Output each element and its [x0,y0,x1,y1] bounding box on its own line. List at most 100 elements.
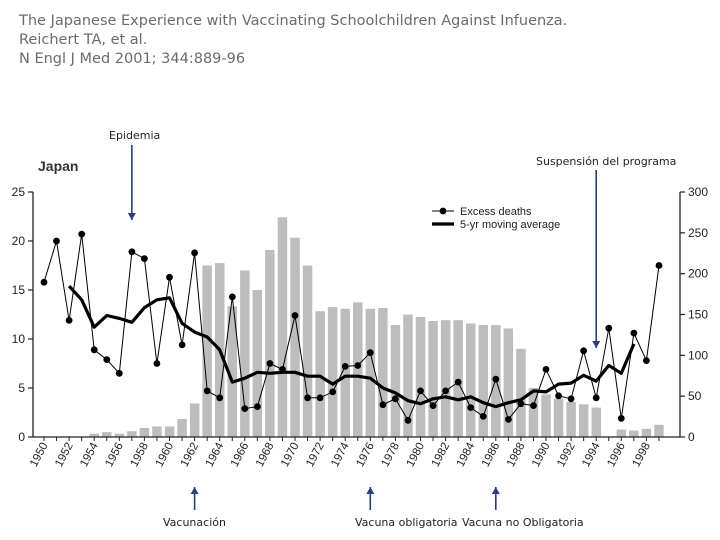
x-tick-label: 1976 [354,441,377,469]
legend-excess-label: Excess deaths [460,206,532,218]
excess-deaths-point [442,387,449,395]
moving-average-line [67,285,636,409]
right-tick-label: 50 [688,389,702,403]
left-tick-label: 10 [12,332,26,346]
bar [365,308,376,437]
bar [641,428,652,437]
vaccination-bars [89,217,664,438]
x-tick-label: 1988 [505,441,528,469]
excess-deaths-point [216,394,224,402]
excess-deaths-point [630,329,638,337]
excess-deaths-series [40,230,663,424]
event-arrows [127,145,601,510]
x-tick-label: 1960 [154,441,177,469]
excess-deaths-point [517,400,525,408]
x-tick-label: 1964 [204,440,227,469]
excess-deaths-point [228,293,236,301]
excess-deaths-point [191,249,199,257]
excess-deaths-point [241,405,249,412]
bar [553,398,564,437]
x-tick-label: 1972 [304,441,327,469]
excess-deaths-point [40,278,48,286]
bar [616,429,627,437]
event-arrow-head [366,487,375,494]
excess-deaths-point [203,387,211,395]
x-tick-label: 1992 [555,441,578,469]
excess-deaths-point [153,360,161,367]
left-tick-label: 15 [12,283,26,297]
bar [89,433,99,437]
bar [390,325,401,437]
right-tick-label: 150 [688,308,708,322]
citation-journal: N Engl J Med 2001; 344:889-96 [19,51,246,67]
excess-deaths-point [404,416,412,424]
x-tick-label: 1990 [530,441,553,469]
excess-deaths-point [454,378,462,386]
excess-deaths-point [53,237,60,245]
x-tick-label: 1986 [480,441,503,469]
citation-header: The Japanese Experience with Vaccinating… [19,12,567,69]
event-arrow-head [127,213,136,220]
x-tick-label: 1980 [405,441,428,469]
bar [503,328,514,437]
bar [415,316,426,437]
excess-deaths-point [316,394,324,402]
annotation-vacuna-obligatoria: Vacuna obligatoria [355,516,458,529]
bar [102,432,112,437]
bar [440,320,451,437]
excess-deaths-point [567,395,575,403]
bar [591,407,601,437]
bar [164,426,175,437]
bar [566,401,576,437]
x-tick-label: 1958 [128,441,151,469]
left-tick-label: 0 [18,430,25,444]
bar [277,217,288,437]
excess-deaths-point [115,369,123,377]
excess-deaths-point [417,387,424,395]
excess-deaths-point [354,362,362,369]
excess-deaths-point [479,413,487,420]
annotation-suspension: Suspensión del programa [536,155,677,168]
excess-deaths-point [592,394,600,402]
excess-deaths-point [555,392,562,400]
excess-deaths-point [655,262,663,269]
event-arrow-head [491,487,500,494]
annotation-epidemia: Epidemia [109,129,161,142]
excess-deaths-point [429,402,437,409]
annotation-vacuna-no-obligatoria: Vacuna no Obligatoria [462,516,584,529]
bar [240,270,250,437]
excess-deaths-point [304,394,311,402]
bar [340,308,350,437]
x-tick-label: 1974 [329,440,352,469]
excess-deaths-point [254,403,261,410]
right-tick-label: 100 [688,348,708,362]
excess-deaths-point [78,230,86,238]
x-tick-label: 1954 [78,440,101,469]
citation-authors: Reichert TA, et al. [19,32,148,48]
bar [189,403,200,437]
bar [302,265,313,437]
excess-deaths-point [65,317,73,324]
bar [290,237,300,437]
bar [403,314,413,437]
bar [378,308,388,437]
excess-deaths-point [505,416,512,423]
bar [353,302,363,438]
excess-deaths-point [530,402,537,409]
bar [629,430,639,437]
x-tick-label: 1998 [630,441,653,469]
citation-title: The Japanese Experience with Vaccinating… [19,13,568,29]
bar [428,321,438,437]
bar [478,325,488,437]
x-tick-label: 1996 [605,441,628,469]
bar [127,431,137,437]
bar [654,424,664,438]
excess-deaths-point [291,312,299,319]
chart-title: Japan [38,158,78,174]
excess-deaths-point [141,255,148,262]
excess-deaths-point [166,273,173,281]
right-tick-label: 300 [688,185,708,199]
left-tick-label: 5 [18,381,25,395]
bar [528,388,539,437]
